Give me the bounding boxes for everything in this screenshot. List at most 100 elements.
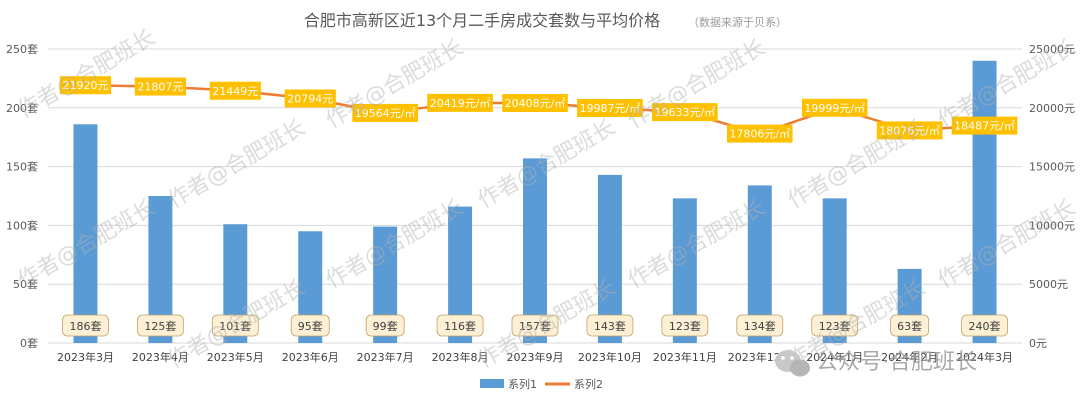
- bar-data-label: 143套: [594, 320, 626, 333]
- bar-data-label-box: [961, 314, 1008, 337]
- bar: [822, 198, 847, 343]
- x-tick-label: 2023年11月: [653, 350, 717, 364]
- y-right-tick-label: 20000元: [1029, 102, 1075, 115]
- x-tick-label: 2023年5月: [207, 350, 264, 364]
- line-data-label: 21807元: [137, 81, 183, 94]
- bar: [448, 206, 473, 343]
- y-right-tick-label: 5000元: [1029, 278, 1068, 291]
- line-data-label-box: [726, 124, 793, 143]
- legend-swatch-bar: [480, 379, 504, 388]
- line-data-label: 19633元/㎡: [654, 106, 715, 119]
- y-left-tick-label: 0套: [20, 337, 38, 350]
- bar-data-label: 157套: [519, 320, 551, 333]
- line-data-label-box: [209, 81, 261, 100]
- y-right-tick-label: 25000元: [1029, 43, 1075, 56]
- x-tick-label: 2023年8月: [432, 350, 489, 364]
- bar-data-label: 123套: [819, 320, 851, 333]
- bar-data-label: 95套: [298, 320, 323, 333]
- line-data-label: 18076元/㎡: [879, 124, 940, 137]
- bar: [747, 185, 772, 343]
- bar-data-label: 63套: [897, 320, 922, 333]
- bar: [73, 124, 98, 343]
- x-tick-label: 2023年4月: [132, 350, 189, 364]
- bar: [523, 158, 547, 343]
- line-data-label: 17806元/㎡: [729, 128, 790, 141]
- watermark-text: 作者@合肥班长: [164, 115, 310, 214]
- line-data-label: 19999元/㎡: [804, 102, 865, 115]
- line-data-label-box: [352, 103, 418, 122]
- bar-data-label-box: [661, 314, 709, 337]
- line-data-label-box: [801, 98, 868, 117]
- bar-data-label: 123套: [669, 320, 701, 333]
- line-data-label-box: [59, 76, 112, 95]
- bar-data-label-box: [586, 314, 634, 337]
- axes: 0套 50套 100套 150套 200套 250套 0元 5000元 10000元 15000元…: [6, 43, 1075, 364]
- y-right-tick-label: 10000元: [1029, 219, 1075, 232]
- watermark-text: 作者@合肥班长: [784, 115, 930, 214]
- x-tick-label: 2023年10月: [578, 350, 642, 364]
- x-tick-label: 2023年6月: [282, 350, 339, 364]
- bar: [148, 196, 173, 343]
- x-tick-label: 2024年2月: [881, 350, 938, 364]
- line-data-label: 20794元: [287, 92, 333, 105]
- legend-label-series1: 系列1: [508, 377, 537, 391]
- bar: [672, 198, 697, 343]
- bar-data-label: 125套: [144, 320, 176, 333]
- line-data-label: 19987元/㎡: [580, 102, 641, 115]
- bar-data-label-box: [62, 314, 109, 337]
- line-data-label: 18487元/㎡: [954, 120, 1015, 133]
- bar-data-labels: 186套 125套 101套 95套 99套 116套 157套 143套 123套 134套 12…: [62, 314, 1008, 337]
- bar-data-label-box: [436, 314, 484, 337]
- line-data-label-box: [876, 121, 943, 140]
- chart-subtitle: （数据来源于贝系）: [688, 15, 787, 29]
- x-tick-label: 2023年7月: [357, 350, 414, 364]
- y-right-tick-label: 15000元: [1029, 161, 1075, 174]
- chart-title: 合肥市高新区近13个月二手房成交套数与平均价格: [304, 11, 660, 30]
- bar-data-label-box: [890, 314, 930, 337]
- line-data-label-box: [134, 77, 186, 96]
- line-data-labels: 21920元 21807元 21449元 20794元 19564元/㎡ 20419元/㎡…: [59, 76, 1018, 143]
- line-data-label: 20419元/㎡: [430, 97, 491, 110]
- bar-data-label-box: [736, 314, 784, 337]
- line-data-label: 21920元: [62, 79, 108, 92]
- y-left-tick-label: 150套: [6, 161, 38, 174]
- line-data-label: 21449元: [212, 85, 258, 98]
- bar-data-label: 101套: [219, 320, 251, 333]
- bar-data-label-box: [811, 314, 859, 337]
- bar-data-label: 240套: [969, 320, 1001, 333]
- y-right-tick-label: 0元: [1029, 337, 1047, 350]
- x-tick-label: 2024年1月: [806, 350, 863, 364]
- line-data-label-box: [951, 116, 1018, 135]
- bar-data-label-box: [136, 314, 184, 337]
- bar-data-label: 134套: [744, 320, 776, 333]
- footer-brand: 公众号·合肥班长: [775, 350, 977, 377]
- line-data-label: 20408元/㎡: [505, 97, 566, 110]
- bar: [597, 174, 622, 343]
- bar-data-label: 99套: [373, 320, 398, 333]
- bar-data-label: 116套: [444, 320, 476, 333]
- line-data-label-box: [577, 98, 643, 117]
- line-data-label-box: [284, 89, 336, 108]
- line-data-label-box: [502, 94, 568, 113]
- bar-data-label-box: [365, 314, 405, 337]
- line-data-label-box: [652, 103, 718, 122]
- bar-data-label: 186套: [69, 320, 101, 333]
- bar: [223, 224, 248, 343]
- y-left-tick-label: 50套: [13, 278, 38, 291]
- wechat-icon: [775, 350, 810, 377]
- line-data-label-box: [427, 93, 493, 112]
- x-tick-label: 2023年3月: [57, 350, 114, 364]
- x-tick-label: 2024年3月: [956, 350, 1013, 364]
- y-left-tick-label: 200套: [6, 102, 38, 115]
- footer-brand-text: 公众号·合肥班长: [816, 350, 977, 375]
- line-data-label: 19564元/㎡: [355, 107, 416, 120]
- y-left-tick-label: 250套: [6, 43, 38, 56]
- bar-data-label-box: [511, 314, 559, 337]
- bar-data-label-box: [290, 314, 330, 337]
- bar-data-label-box: [211, 314, 259, 337]
- y-left-tick-label: 100套: [6, 219, 38, 232]
- bar: [373, 226, 398, 343]
- x-tick-label: 2023年9月: [507, 350, 564, 364]
